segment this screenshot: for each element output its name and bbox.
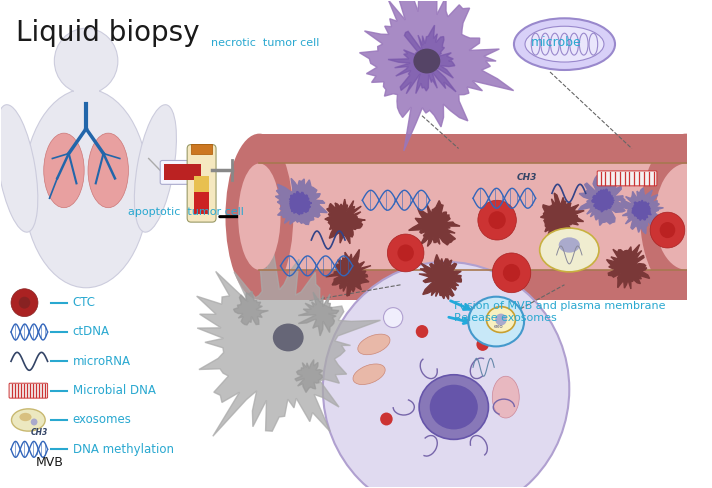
Polygon shape bbox=[632, 200, 651, 221]
Polygon shape bbox=[360, 0, 513, 151]
Ellipse shape bbox=[135, 105, 177, 232]
Circle shape bbox=[54, 28, 118, 94]
Ellipse shape bbox=[414, 49, 440, 74]
Text: CH3: CH3 bbox=[31, 428, 48, 437]
Polygon shape bbox=[607, 244, 649, 289]
Circle shape bbox=[495, 314, 507, 325]
Polygon shape bbox=[621, 188, 664, 234]
Ellipse shape bbox=[655, 163, 712, 270]
Text: necrotic  tumor cell: necrotic tumor cell bbox=[211, 38, 320, 48]
Circle shape bbox=[380, 412, 392, 426]
Circle shape bbox=[416, 325, 429, 338]
Polygon shape bbox=[295, 360, 323, 392]
Polygon shape bbox=[540, 193, 585, 238]
Polygon shape bbox=[298, 292, 339, 336]
Polygon shape bbox=[409, 201, 460, 246]
FancyBboxPatch shape bbox=[160, 161, 214, 184]
Text: exo: exo bbox=[494, 324, 504, 328]
Text: MVB: MVB bbox=[36, 456, 64, 469]
Circle shape bbox=[19, 297, 31, 308]
Polygon shape bbox=[578, 176, 627, 225]
Polygon shape bbox=[388, 25, 456, 94]
Text: Fusion of MVB and plasma membrane
Release exosomes: Fusion of MVB and plasma membrane Releas… bbox=[454, 301, 665, 323]
Circle shape bbox=[660, 222, 675, 238]
Ellipse shape bbox=[0, 105, 38, 232]
Circle shape bbox=[397, 244, 414, 262]
Ellipse shape bbox=[353, 364, 385, 385]
Text: DNA methylation: DNA methylation bbox=[73, 443, 174, 456]
Ellipse shape bbox=[273, 324, 303, 351]
Ellipse shape bbox=[23, 89, 149, 288]
Text: CTC: CTC bbox=[73, 296, 95, 309]
Text: apoptotic  tumor cell: apoptotic tumor cell bbox=[128, 207, 244, 218]
Polygon shape bbox=[197, 220, 380, 436]
Circle shape bbox=[11, 289, 38, 317]
Bar bbox=[73, 76, 98, 104]
Polygon shape bbox=[592, 189, 614, 212]
Ellipse shape bbox=[43, 133, 84, 208]
Bar bbox=[259, 134, 686, 163]
FancyBboxPatch shape bbox=[597, 171, 657, 186]
Circle shape bbox=[478, 200, 516, 240]
Bar bbox=[164, 164, 201, 181]
Text: CH3: CH3 bbox=[516, 173, 537, 183]
Ellipse shape bbox=[468, 297, 524, 346]
Circle shape bbox=[384, 307, 403, 327]
Ellipse shape bbox=[19, 413, 31, 421]
Circle shape bbox=[488, 211, 506, 229]
Bar bbox=[259, 163, 686, 270]
FancyBboxPatch shape bbox=[187, 144, 216, 222]
Bar bbox=[194, 176, 209, 192]
Bar bbox=[259, 270, 686, 300]
Circle shape bbox=[503, 264, 520, 282]
Circle shape bbox=[31, 419, 38, 426]
Circle shape bbox=[650, 212, 685, 248]
Polygon shape bbox=[234, 291, 268, 325]
Ellipse shape bbox=[559, 237, 580, 253]
Ellipse shape bbox=[492, 376, 519, 418]
Circle shape bbox=[492, 253, 530, 293]
Polygon shape bbox=[276, 178, 328, 224]
Ellipse shape bbox=[514, 18, 615, 70]
Ellipse shape bbox=[419, 375, 488, 439]
Bar bbox=[191, 143, 212, 154]
Text: microbe: microbe bbox=[531, 36, 582, 49]
Ellipse shape bbox=[430, 385, 478, 429]
Polygon shape bbox=[326, 249, 371, 296]
FancyBboxPatch shape bbox=[9, 383, 48, 398]
Ellipse shape bbox=[358, 334, 390, 355]
Polygon shape bbox=[419, 255, 461, 300]
Circle shape bbox=[387, 234, 424, 272]
Text: exosomes: exosomes bbox=[73, 413, 132, 427]
Text: Microbial DNA: Microbial DNA bbox=[73, 384, 155, 397]
Ellipse shape bbox=[239, 163, 281, 270]
Circle shape bbox=[323, 262, 570, 488]
Ellipse shape bbox=[525, 26, 604, 62]
Ellipse shape bbox=[226, 134, 293, 300]
Polygon shape bbox=[290, 191, 312, 215]
Text: Liquid biopsy: Liquid biopsy bbox=[16, 20, 199, 47]
Text: microRNA: microRNA bbox=[73, 355, 130, 368]
Ellipse shape bbox=[640, 134, 712, 300]
Ellipse shape bbox=[11, 409, 45, 431]
Circle shape bbox=[476, 338, 489, 351]
Bar bbox=[194, 192, 209, 214]
Ellipse shape bbox=[88, 133, 128, 208]
Circle shape bbox=[493, 313, 506, 326]
Text: ctDNA: ctDNA bbox=[73, 325, 110, 339]
Ellipse shape bbox=[540, 228, 599, 272]
Ellipse shape bbox=[486, 306, 515, 332]
Polygon shape bbox=[325, 199, 365, 244]
